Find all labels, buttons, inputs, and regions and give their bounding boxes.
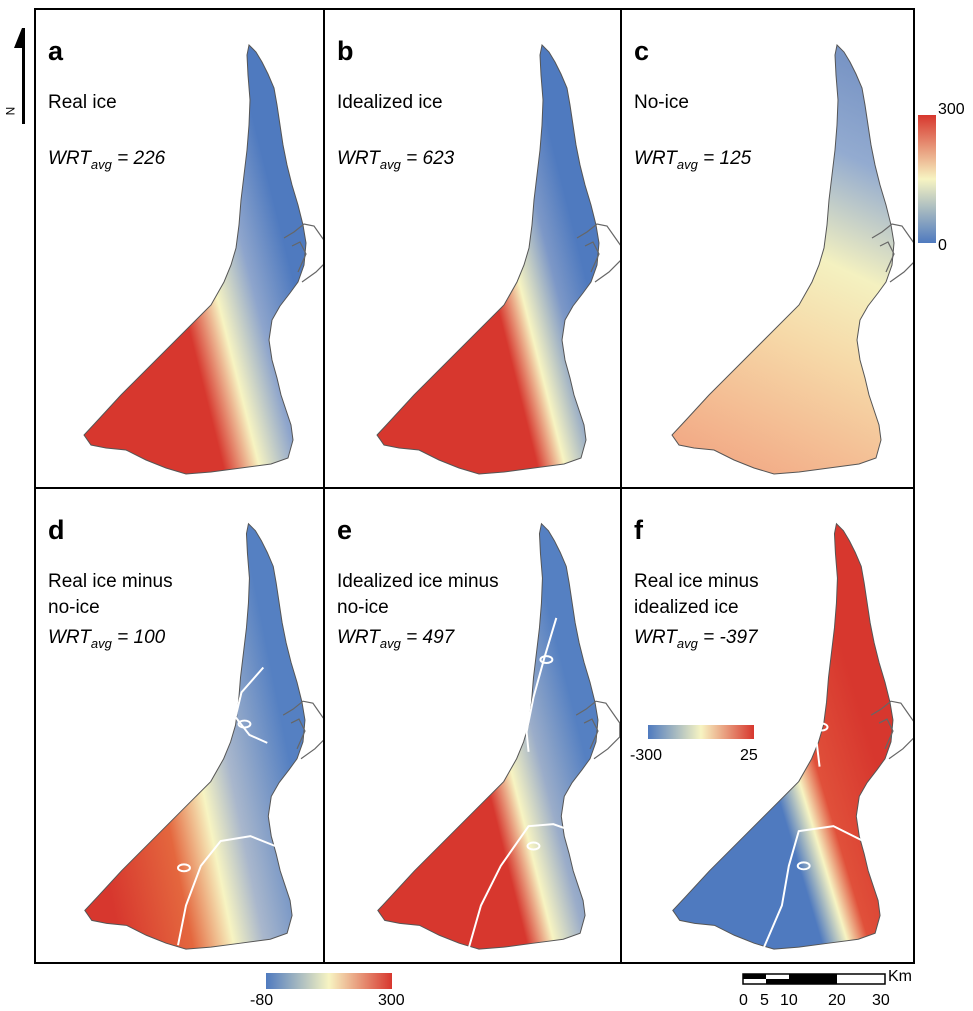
legend-f-min: -300 <box>630 747 663 764</box>
panel-letter: c <box>634 36 650 66</box>
lake-map-e <box>377 523 620 950</box>
lake-map-b <box>376 44 620 475</box>
legend-top-max: 300 <box>938 101 965 118</box>
panel-title: Real ice minus idealized ice <box>634 571 759 618</box>
contours <box>177 666 276 946</box>
panel-c: c No-ice WRTavg = 125 <box>620 8 915 489</box>
lake-map-c <box>671 44 913 475</box>
panel-title: No-ice <box>634 92 689 113</box>
wrt-average: WRTavg = 100 <box>48 627 166 651</box>
panel-letter: a <box>48 36 64 66</box>
wrt-average: WRTavg = 497 <box>337 627 455 651</box>
panel-title: Real ice <box>48 92 117 113</box>
panel-e: e Idealized ice minus no-ice WRTavg = 49… <box>323 487 622 964</box>
panel-title: Idealized ice <box>337 92 443 113</box>
legend-bottom-colorbar <box>266 973 392 989</box>
wrt-average: WRTavg = 226 <box>48 148 166 172</box>
panel-a: a Real ice WRTavg = 226 <box>34 8 325 489</box>
legend-f-colorbar <box>648 725 754 739</box>
lake-map-d <box>84 523 323 950</box>
wrt-average: WRTavg = -397 <box>634 627 758 651</box>
lake-map-a <box>83 44 323 475</box>
legend-bottom-min: -80 <box>250 992 274 1009</box>
scale-bar <box>742 973 886 985</box>
panel-letter: d <box>48 515 65 545</box>
panel-title: Idealized ice minus no-ice <box>337 571 499 618</box>
legend-f-max: 25 <box>740 747 758 764</box>
lake-map-f <box>672 523 913 950</box>
panel-f: f Real ice minus idealized ice WRTavg = … <box>620 487 915 964</box>
legend-top-min: 0 <box>938 237 947 254</box>
panel-letter: b <box>337 36 354 66</box>
scale-tick-5: 5 <box>760 992 769 1009</box>
scale-tick-10: 10 <box>780 992 798 1009</box>
scale-tick-30: 30 <box>872 992 890 1009</box>
legend-top-colorbar <box>918 115 936 243</box>
wrt-average: WRTavg = 125 <box>634 148 752 172</box>
panel-d: d Real ice minus no-ice WRTavg = 100 <box>34 487 325 964</box>
wrt-average: WRTavg = 623 <box>337 148 455 172</box>
legend-bottom-max: 300 <box>378 992 405 1009</box>
panel-letter: f <box>634 515 643 545</box>
panel-b: b Idealized ice WRTavg = 623 <box>323 8 622 489</box>
panel-title: Real ice minus no-ice <box>48 571 173 618</box>
scale-tick-0: 0 <box>739 992 748 1009</box>
north-arrow-icon <box>14 28 25 124</box>
panel-letter: e <box>337 515 353 545</box>
north-label: N <box>3 106 18 116</box>
river-channels <box>283 223 323 283</box>
scale-unit: Km <box>888 968 912 985</box>
scale-tick-20: 20 <box>828 992 846 1009</box>
